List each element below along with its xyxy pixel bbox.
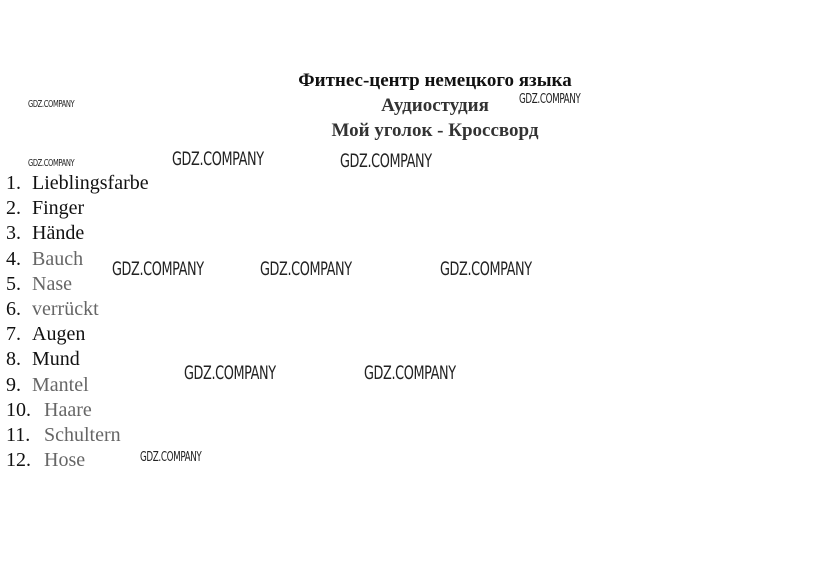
- watermark: GDZ.COMPANY: [260, 258, 352, 280]
- watermark: GDZ.COMPANY: [340, 150, 432, 172]
- list-item: 1. Lieblingsfarbe: [6, 172, 149, 194]
- word: verrückt: [32, 297, 99, 320]
- word: Nase: [32, 272, 72, 295]
- watermark: GDZ.COMPANY: [440, 258, 532, 280]
- word: Lieblingsfarbe: [32, 172, 149, 194]
- list-item: 2. Finger: [6, 197, 85, 220]
- word: Finger: [32, 197, 85, 220]
- list-item: 9. Mantel: [6, 373, 89, 396]
- list-item: 7. Augen: [6, 323, 86, 346]
- document-subtitle: Аудиостудия: [381, 95, 489, 116]
- word: Haare: [44, 398, 92, 421]
- word: Schultern: [44, 423, 121, 446]
- watermark: GDZ.COMPANY: [28, 99, 75, 110]
- list-item: 12. Hose: [6, 449, 86, 472]
- watermark: GDZ.COMPANY: [364, 362, 456, 384]
- list-item: 3. Hände: [6, 222, 85, 245]
- watermark: GDZ.COMPANY: [28, 158, 75, 169]
- list-item: 8. Mund: [6, 348, 80, 371]
- watermark: GDZ.COMPANY: [519, 92, 581, 107]
- word: Augen: [32, 323, 86, 346]
- word: Mantel: [32, 373, 89, 396]
- document-title: Фитнес-центр немецкого языка: [298, 70, 572, 91]
- word: Hose: [44, 449, 86, 472]
- word: Hände: [32, 222, 85, 245]
- list-item: 4. Bauch: [6, 247, 84, 270]
- watermark: GDZ.COMPANY: [172, 148, 264, 170]
- watermark: GDZ.COMPANY: [140, 450, 202, 465]
- document-section-title: Мой уголок - Кроссворд: [331, 120, 539, 141]
- word-list: 1. Lieblingsfarbe 2. Finger 3. Hände 4. Bauc…: [6, 171, 149, 473]
- watermark: GDZ.COMPANY: [184, 362, 276, 384]
- watermark: GDZ.COMPANY: [112, 258, 204, 280]
- list-item: 11. Schultern: [6, 423, 121, 446]
- word: Bauch: [32, 247, 84, 270]
- word: Mund: [32, 348, 80, 371]
- list-item: 5. Nase: [6, 272, 72, 295]
- list-item: 10. Haare: [6, 398, 92, 421]
- list-item: 6. verrückt: [6, 297, 99, 320]
